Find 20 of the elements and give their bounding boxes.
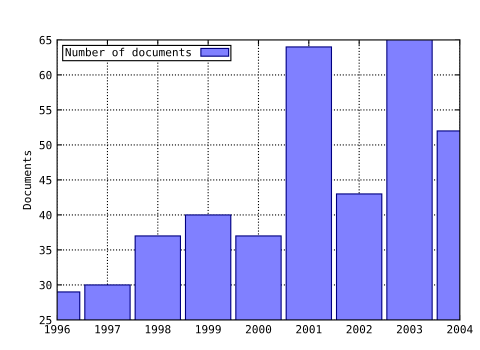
x-tick-label: 1996 [45, 325, 70, 334]
y-tick-label: 50 [40, 140, 52, 150]
y-tick-label: 35 [40, 246, 52, 254]
y-tick-label: 30 [40, 280, 52, 290]
y-tick-label: 40 [39, 210, 52, 220]
y-tick-label: 60 [40, 70, 52, 80]
x-tick-label: 2000 [246, 325, 272, 334]
y-tick-label: 55 [40, 106, 52, 114]
y-tick-label: 65 [40, 36, 52, 44]
x-tick-label: 1998 [146, 325, 170, 334]
y-tick-label: 25 [40, 316, 52, 324]
x-tick-label: 2001 [296, 325, 322, 334]
y-tick-label: 45 [39, 176, 52, 184]
x-tick-label: 2004 [447, 325, 473, 334]
x-tick-label: 1997 [95, 325, 120, 334]
x-tick-label: 2002 [346, 325, 372, 334]
x-tick-label: 1999 [196, 325, 221, 334]
legend-label: Number of documents [66, 48, 191, 56]
x-tick-label: 2003 [396, 325, 422, 334]
y-axis-title: Documents [22, 150, 32, 210]
